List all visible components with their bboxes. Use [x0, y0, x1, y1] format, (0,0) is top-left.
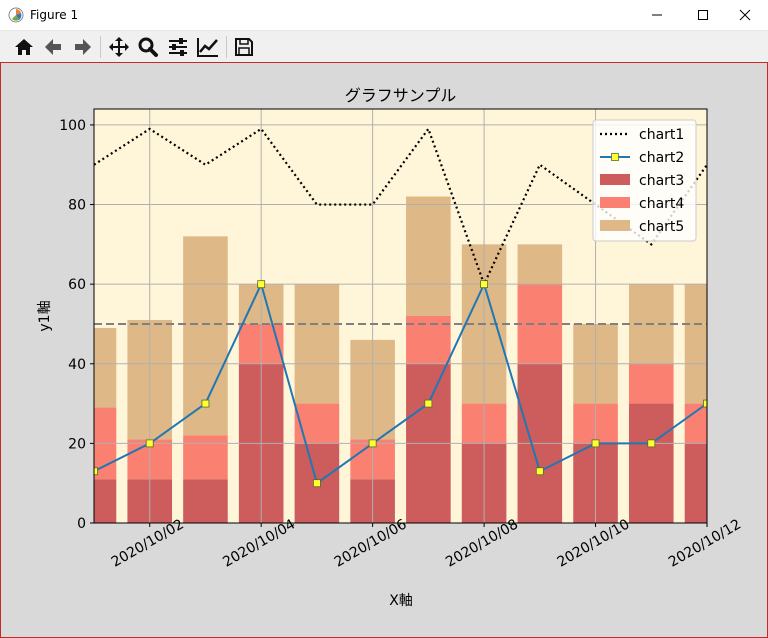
chart-title: グラフサンプル — [345, 86, 457, 105]
window-title: Figure 1 — [30, 8, 79, 22]
point-chart2 — [368, 439, 377, 448]
legend-label-chart1: chart1 — [639, 127, 684, 143]
bar-chart5 — [94, 327, 117, 408]
matplotlib-app-icon — [8, 7, 24, 23]
bar-chart4 — [183, 435, 228, 480]
point-chart2 — [201, 399, 210, 408]
forward-icon — [75, 39, 91, 55]
minimize-button[interactable] — [634, 0, 680, 30]
bar-chart5 — [406, 196, 451, 316]
point-chart2 — [313, 479, 321, 488]
x-tick-label: 2020/10/06 — [332, 516, 410, 570]
x-tick-label: 2020/10/02 — [109, 516, 187, 570]
pan-icon — [109, 37, 129, 57]
y-tick-label: 20 — [68, 436, 86, 452]
legend-swatch-chart3 — [600, 174, 630, 185]
legend-marker-chart2 — [611, 153, 619, 161]
legend-label-chart5: chart5 — [639, 219, 684, 235]
close-button[interactable] — [722, 0, 768, 30]
plot-content — [94, 109, 707, 523]
chart-svg: 0 20 40 60 80 100 2020/10/02 2020/10/04 2020/10/… — [37, 86, 744, 609]
legend-label-chart4: chart4 — [639, 196, 684, 212]
y-tick-label: 80 — [68, 198, 86, 214]
bar-chart5 — [684, 284, 707, 404]
point-chart2 — [591, 439, 600, 448]
point-chart2 — [647, 439, 656, 448]
y-tick-label: 0 — [77, 516, 86, 532]
bar-chart5 — [294, 284, 340, 404]
line-chart2 — [94, 281, 707, 485]
legend-swatch-chart4 — [600, 197, 630, 208]
plot-frame — [93, 108, 708, 524]
x-tick-label: 2020/10/10 — [555, 516, 633, 570]
point-chart2 — [535, 467, 544, 476]
maximize-button[interactable] — [680, 0, 726, 30]
point-chart2 — [424, 399, 433, 408]
bar-chart3 — [684, 443, 707, 523]
legend-label-chart2: chart2 — [639, 150, 684, 166]
zoom-icon — [138, 37, 158, 57]
bar-chart3 — [94, 479, 117, 523]
minimize-icon — [652, 14, 662, 16]
close-icon — [739, 9, 751, 21]
save-button[interactable] — [231, 34, 257, 60]
back-icon — [45, 39, 61, 55]
bar-chart3 — [183, 479, 228, 523]
legend-label-chart3: chart3 — [639, 173, 684, 189]
y-tick-label: 60 — [68, 277, 86, 293]
x-tick-label: 2020/10/08 — [443, 516, 521, 570]
point-chart2 — [257, 280, 266, 289]
forward-button[interactable] — [70, 34, 96, 60]
pan-button[interactable] — [106, 34, 132, 60]
home-icon — [15, 39, 33, 55]
edit-axis-icon — [197, 38, 218, 57]
bar-chart4 — [628, 363, 674, 404]
x-tick-label: 2020/10/04 — [220, 516, 298, 570]
toolbar-separator — [100, 36, 101, 58]
configure-subplots-button[interactable] — [165, 34, 191, 60]
zoom-button[interactable] — [135, 34, 161, 60]
figure-canvas: 0 20 40 60 80 100 2020/10/02 2020/10/04 2020/10/… — [0, 62, 768, 638]
bar-chart5 — [517, 244, 563, 285]
point-chart2 — [94, 467, 98, 476]
save-icon — [235, 38, 253, 56]
y-tick-label: 100 — [59, 118, 86, 134]
title-bar: Figure 1 — [0, 0, 768, 31]
point-chart2 — [703, 399, 707, 408]
toolbar — [0, 31, 768, 62]
point-chart2 — [480, 280, 488, 289]
configure-subplots-icon — [169, 38, 187, 56]
x-axis-label: X軸 — [389, 593, 413, 609]
legend-box — [592, 119, 697, 242]
back-button[interactable] — [40, 34, 66, 60]
y-tick-label: 40 — [68, 357, 86, 373]
edit-axis-button[interactable] — [195, 34, 221, 60]
bar-chart3 — [628, 403, 674, 523]
line-chart1 — [94, 126, 707, 288]
toolbar-separator — [226, 36, 227, 58]
bar-chart4 — [294, 403, 340, 444]
home-button[interactable] — [11, 34, 37, 60]
bar-chart4 — [684, 403, 707, 444]
x-tick-label: 2020/10/12 — [666, 516, 744, 570]
y-axis-label: y1軸 — [37, 300, 53, 331]
point-chart2 — [145, 439, 154, 448]
legend-swatch-chart5 — [600, 220, 630, 231]
maximize-icon — [698, 10, 708, 20]
